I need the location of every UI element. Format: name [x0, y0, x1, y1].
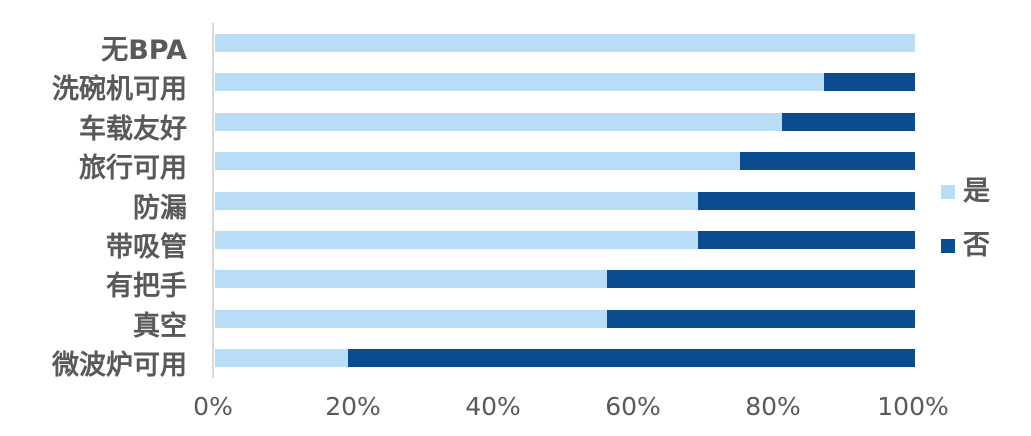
bar-segment-no [607, 309, 915, 328]
bar-segment-yes [215, 191, 698, 210]
legend-label-yes: 是 [963, 176, 990, 207]
bar-row [215, 309, 915, 328]
x-tick-label: 100% [877, 392, 949, 421]
bar-segment-no [740, 152, 915, 171]
legend-item-no: 否 [941, 232, 990, 260]
category-label: 真空 [133, 310, 187, 342]
bar-segment-no [607, 270, 915, 289]
bar-row [215, 270, 915, 289]
legend-swatch-no [941, 239, 955, 253]
category-label: 有把手 [106, 271, 187, 303]
bar-segment-no [698, 191, 915, 210]
legend-label-no: 否 [963, 230, 990, 261]
bar-segment-yes [215, 33, 915, 52]
bar-segment-no [348, 349, 915, 368]
bar-row [215, 230, 915, 249]
x-tick-label: 60% [605, 392, 661, 421]
bar-segment-yes [215, 112, 782, 131]
category-label: 洗碗机可用 [52, 74, 187, 106]
x-tick-label: 80% [745, 392, 801, 421]
bar-row [215, 152, 915, 171]
bar-row [215, 349, 915, 368]
bar-row [215, 33, 915, 52]
bar-segment-yes [215, 270, 607, 289]
legend-item-yes: 是 [941, 178, 990, 206]
bar-segment-yes [215, 73, 824, 92]
legend-swatch-yes [941, 185, 955, 199]
legend: 是 否 [941, 178, 990, 286]
bar-segment-yes [215, 349, 348, 368]
bar-segment-yes [215, 309, 607, 328]
category-label: 无BPA [101, 34, 187, 66]
y-axis-line [212, 23, 214, 378]
bar-segment-no [824, 73, 915, 92]
bar-segment-no [698, 230, 915, 249]
bar-row [215, 73, 915, 92]
bar-segment-yes [215, 152, 740, 171]
category-label: 防漏 [133, 192, 187, 224]
category-label: 带吸管 [106, 231, 187, 263]
category-label: 微波炉可用 [52, 350, 187, 382]
category-label: 旅行可用 [79, 153, 187, 185]
bar-segment-no [782, 112, 915, 131]
category-label: 车载友好 [79, 113, 187, 145]
x-tick-label: 20% [325, 392, 381, 421]
x-tick-label: 40% [465, 392, 521, 421]
bar-row [215, 191, 915, 210]
bar-row [215, 112, 915, 131]
bar-segment-yes [215, 230, 698, 249]
x-tick-label: 0% [193, 392, 233, 421]
